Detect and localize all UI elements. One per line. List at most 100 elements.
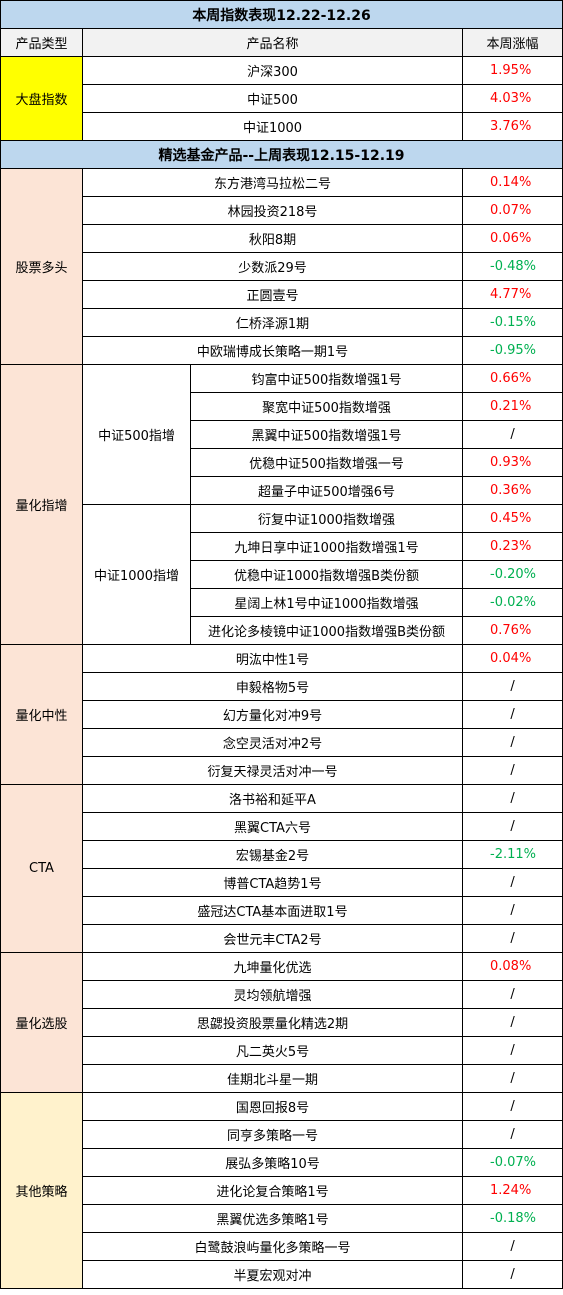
weekly-change: /: [461, 700, 563, 729]
product-name: 博普CTA趋势1号: [82, 868, 463, 897]
product-name: 沪深300: [82, 56, 463, 85]
subcategory-cell: 中证1000指增: [82, 504, 191, 645]
table-row: 优稳中证1000指数增强B类份额 -0.20%: [1, 560, 563, 589]
table-row: 黑翼CTA六号 /: [1, 812, 563, 841]
category-cell: 量化选股: [0, 952, 83, 1093]
product-name: 林园投资218号: [82, 196, 463, 225]
category-cell: 量化指增: [0, 364, 83, 645]
product-name: 凡二英火5号: [82, 1036, 463, 1065]
table-row: 量化指增 中证500指增 钧富中证500指数增强1号 0.66%: [0, 364, 563, 645]
product-name: 聚宽中证500指数增强: [190, 392, 463, 421]
table-row: 林园投资218号 0.07%: [1, 196, 563, 225]
weekly-change: 0.06%: [461, 224, 563, 253]
product-name: 幻方量化对冲9号: [82, 700, 463, 729]
weekly-change: 0.76%: [461, 616, 563, 645]
table-row: 星阔上林1号中证1000指数增强 -0.02%: [1, 588, 563, 617]
weekly-change: /: [461, 784, 563, 813]
product-name: 中欧瑞博成长策略一期1号: [82, 336, 463, 365]
category-cell: 其他策略: [0, 1092, 83, 1289]
weekly-change: 0.07%: [461, 196, 563, 225]
weekly-change: 0.45%: [461, 504, 563, 533]
weekly-change: 0.04%: [461, 644, 563, 673]
product-name: 申毅格物5号: [82, 672, 463, 701]
product-name: 盛冠达CTA基本面进取1号: [82, 896, 463, 925]
category-cell: CTA: [0, 784, 83, 953]
product-name: 九坤量化优选: [82, 952, 463, 981]
weekly-change: 3.76%: [461, 112, 563, 141]
product-name: 星阔上林1号中证1000指数增强: [190, 588, 463, 617]
category-cell: 大盘指数: [0, 56, 83, 141]
weekly-change: 0.66%: [461, 364, 563, 393]
product-name: 黑翼CTA六号: [82, 812, 463, 841]
weekly-change: 0.93%: [461, 448, 563, 477]
weekly-change: /: [461, 1232, 563, 1261]
weekly-change: 0.36%: [461, 476, 563, 505]
weekly-change: /: [461, 1120, 563, 1149]
title-row: 本周指数表现12.22-12.26: [0, 0, 563, 29]
header-change: 本周涨幅: [461, 28, 563, 57]
fund-section-title: 精选基金产品--上周表现12.15-12.19: [0, 140, 563, 169]
table-row: 博普CTA趋势1号 /: [1, 868, 563, 897]
weekly-change: 0.21%: [461, 392, 563, 421]
weekly-change: /: [461, 420, 563, 449]
table-row: 宏锡基金2号 -2.11%: [1, 840, 563, 869]
table-row: 量化选股 九坤量化优选 0.08%: [0, 952, 563, 1093]
product-name: 中证1000: [82, 112, 463, 141]
table-row: 念空灵活对冲2号 /: [1, 728, 563, 757]
weekly-change: -0.07%: [461, 1148, 563, 1177]
table-row: 申毅格物5号 /: [1, 672, 563, 701]
table-row: 会世元丰CTA2号 /: [1, 924, 563, 953]
weekly-change: 0.14%: [461, 168, 563, 197]
category-cell: 量化中性: [0, 644, 83, 785]
table-row: 展弘多策略10号 -0.07%: [1, 1148, 563, 1177]
weekly-change: /: [461, 1036, 563, 1065]
table-row: 少数派29号 -0.48%: [1, 252, 563, 281]
weekly-change: 4.77%: [461, 280, 563, 309]
header-row: 产品类型 产品名称 本周涨幅: [0, 28, 563, 57]
table-row: 衍复天禄灵活对冲一号 /: [1, 756, 563, 785]
weekly-change: -0.48%: [461, 252, 563, 281]
table-row: 同亨多策略一号 /: [1, 1120, 563, 1149]
product-name: 东方港湾马拉松二号: [82, 168, 463, 197]
table-row: 幻方量化对冲9号 /: [1, 700, 563, 729]
weekly-change: /: [461, 1260, 563, 1289]
table-row: 聚宽中证500指数增强 0.21%: [1, 392, 563, 421]
table-row: CTA 洛书裕和延平A /: [0, 784, 563, 953]
product-name: 黑翼优选多策略1号: [82, 1204, 463, 1233]
product-name: 优稳中证1000指数增强B类份额: [190, 560, 463, 589]
product-name: 衍复中证1000指数增强: [190, 504, 463, 533]
product-name: 钧富中证500指数增强1号: [190, 364, 463, 393]
weekly-change: /: [461, 756, 563, 785]
table-row: 量化中性 明汯中性1号 0.04%: [0, 644, 563, 785]
product-name: 超量子中证500增强6号: [190, 476, 463, 505]
weekly-index-title: 本周指数表现12.22-12.26: [0, 0, 563, 29]
table-row: 股票多头 东方港湾马拉松二号 0.14%: [0, 168, 563, 365]
category-cell: 股票多头: [0, 168, 83, 365]
product-name: 国恩回报8号: [82, 1092, 463, 1121]
weekly-change: /: [461, 924, 563, 953]
product-name: 仁桥泽源1期: [82, 308, 463, 337]
weekly-change: /: [461, 1092, 563, 1121]
product-name: 洛书裕和延平A: [82, 784, 463, 813]
table-row: 半夏宏观对冲 /: [1, 1260, 563, 1289]
weekly-change: /: [461, 728, 563, 757]
product-name: 少数派29号: [82, 252, 463, 281]
weekly-change: -0.02%: [461, 588, 563, 617]
table-row: 凡二英火5号 /: [1, 1036, 563, 1065]
title-row: 精选基金产品--上周表现12.15-12.19: [0, 140, 563, 169]
table-row: 其他策略 国恩回报8号 /: [0, 1092, 563, 1289]
table-row: 优稳中证500指数增强一号 0.93%: [1, 448, 563, 477]
weekly-change: -0.20%: [461, 560, 563, 589]
table-row: 秋阳8期 0.06%: [1, 224, 563, 253]
table-row: 大盘指数 沪深300 1.95%: [0, 56, 563, 141]
subcategory-cell: 中证500指增: [82, 364, 191, 505]
product-name: 进化论复合策略1号: [82, 1176, 463, 1205]
header-type: 产品类型: [0, 28, 83, 57]
weekly-change: 1.24%: [461, 1176, 563, 1205]
product-name: 明汯中性1号: [82, 644, 463, 673]
product-name: 宏锡基金2号: [82, 840, 463, 869]
weekly-change: -0.18%: [461, 1204, 563, 1233]
product-name: 中证500: [82, 84, 463, 113]
product-name: 秋阳8期: [82, 224, 463, 253]
